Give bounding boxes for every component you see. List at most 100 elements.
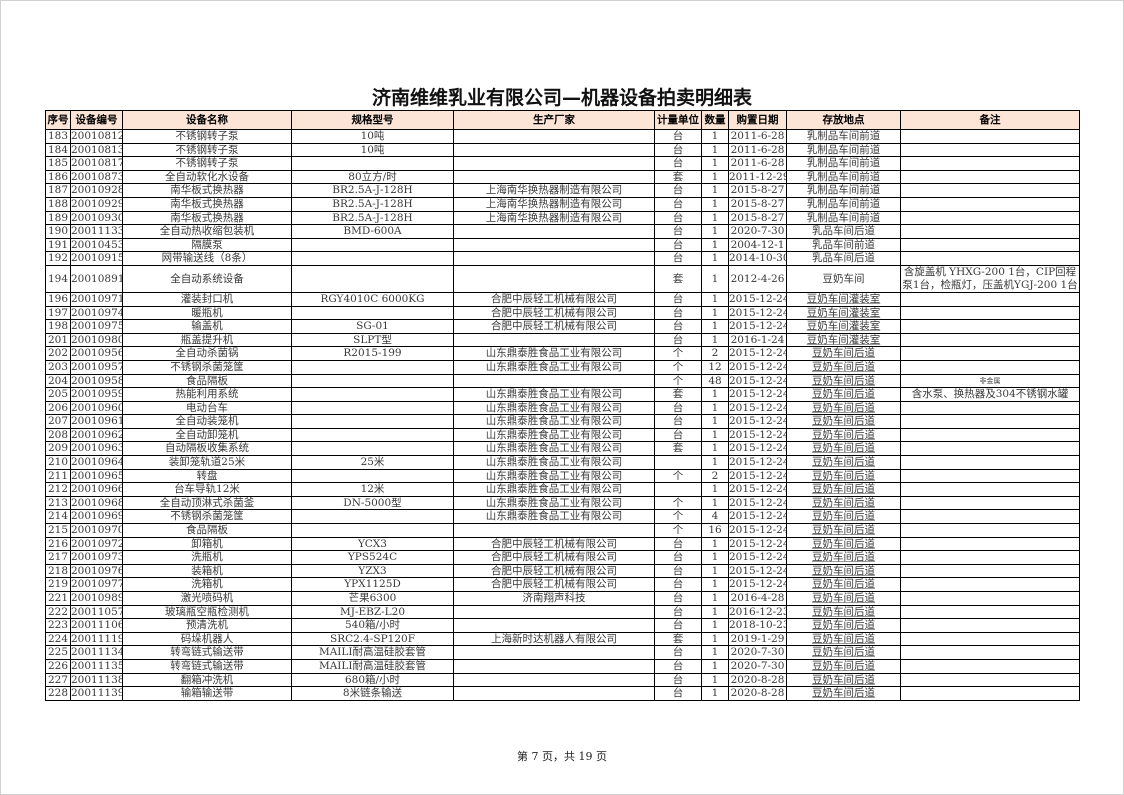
cell-unit: 套 (654, 169, 702, 185)
cell-note (900, 495, 1080, 511)
cell-code: 20010970 (70, 523, 123, 538)
cell-date: 2015-12-24 (728, 427, 787, 443)
cell-unit: 个 (654, 523, 702, 538)
cell-name: 隔膜泵 (122, 237, 292, 253)
cell-qty: 1 (701, 237, 729, 253)
cell-date: 2015-12-24 (728, 468, 787, 484)
cell-name: 食品隔板 (122, 373, 292, 389)
cell-name: 不锈钢杀菌笼筐 (122, 509, 292, 525)
cell-name: 码垛机器人 (122, 631, 292, 647)
cell-qty: 1 (701, 291, 729, 307)
cell-maker: 上海南华换热器制造有限公司 (453, 183, 655, 198)
cell-date: 2015-12-24 (728, 482, 787, 497)
cell-date: 2020-7-30 (728, 645, 787, 660)
cell-location: 豆奶车间后道 (786, 400, 901, 416)
cell-maker (453, 237, 655, 253)
table-row: 206 20010960 电动台车 山东鼎泰胜食品工业有限公司台 1 2015-12-24… (45, 400, 1080, 416)
cell-unit: 台 (654, 563, 702, 579)
cell-qty: 1 (701, 319, 729, 334)
cell-note (900, 604, 1080, 620)
table-row: 205 20010959 热能利用系统 山东鼎泰胜食品工业有限公司套 1 2015-12-… (45, 387, 1080, 402)
cell-date: 2012-4-26 (728, 264, 787, 293)
cell-spec: DN-5000型 (291, 495, 454, 511)
cell-date: 2015-12-24 (728, 523, 787, 538)
cell-location: 豆奶车间后道 (786, 359, 901, 375)
cell-date: 2015-12-24 (728, 455, 787, 470)
cell-name: 南华板式换热器 (122, 210, 292, 226)
table-row: 190 20011133 全自动热收缩包装机 BMD-600A 台 1 2020-7-30 乳… (45, 224, 1080, 239)
cell-qty: 1 (701, 196, 729, 212)
cell-code: 20010963 (70, 441, 123, 457)
cell-seq: 210 (45, 455, 71, 470)
cell-location: 豆奶车间后道 (786, 563, 901, 579)
cell-maker: 山东鼎泰胜食品工业有限公司 (453, 414, 655, 429)
cell-qty: 1 (701, 129, 729, 144)
header-spec: 规格型号 (291, 110, 454, 130)
cell-unit: 台 (654, 618, 702, 633)
cell-name: 自动隔板收集系统 (122, 441, 292, 457)
cell-location: 豆奶车间 (786, 264, 901, 293)
cell-location: 豆奶车间后道 (786, 604, 901, 620)
cell-spec: SG-01 (291, 319, 454, 334)
cell-date: 2016-1-24 (728, 332, 787, 348)
cell-qty: 1 (701, 563, 729, 579)
cell-spec: YPS524C (291, 550, 454, 565)
header-unit: 计量单位 (654, 110, 702, 130)
table-row: 183 20010812 不锈钢转子泵 10吨 台 1 2011-6-28 乳制品车间前道 (45, 129, 1080, 144)
cell-location: 豆奶车间后道 (786, 482, 901, 497)
cell-location: 豆奶车间灌装室 (786, 291, 901, 307)
table-row: 194 20010891 全自动系统设备 套 1 2012-4-26 豆奶车间 含旋盖机 YH… (45, 264, 1080, 293)
cell-location: 乳制品车间前道 (786, 156, 901, 171)
cell-location: 乳品车间后道 (786, 251, 901, 266)
cell-code: 20010980 (70, 332, 123, 348)
cell-code: 20010977 (70, 577, 123, 592)
cell-maker: 合肥中辰轻工机械有限公司 (453, 305, 655, 321)
cell-qty: 1 (701, 224, 729, 239)
cell-name: 灌装封口机 (122, 291, 292, 307)
cell-code: 20011133 (70, 224, 123, 239)
cell-location: 乳制品车间前道 (786, 169, 901, 185)
cell-unit: 台 (654, 604, 702, 620)
cell-seq: 197 (45, 305, 71, 321)
cell-unit (654, 455, 702, 470)
cell-name: 卸箱机 (122, 536, 292, 552)
cell-name: 不锈钢转子泵 (122, 142, 292, 158)
cell-seq: 228 (45, 686, 71, 701)
cell-note (900, 672, 1080, 688)
cell-code: 20011057 (70, 604, 123, 620)
cell-unit: 台 (654, 400, 702, 416)
cell-location: 豆奶车间后道 (786, 523, 901, 538)
cell-spec: YPX1125D (291, 577, 454, 592)
cell-code: 20011134 (70, 645, 123, 660)
cell-code: 20010968 (70, 495, 123, 511)
cell-name: 全自动软化水设备 (122, 169, 292, 185)
cell-location: 豆奶车间后道 (786, 577, 901, 592)
cell-code: 20010972 (70, 536, 123, 552)
cell-spec: YCX3 (291, 536, 454, 552)
cell-code: 20010873 (70, 169, 123, 185)
cell-location: 豆奶车间后道 (786, 645, 901, 660)
table-row: 218 20010976 装箱机 YZX3 合肥中辰轻工机械有限公司台 1 2015-12-… (45, 563, 1080, 579)
cell-location: 豆奶车间后道 (786, 414, 901, 429)
cell-location: 豆奶车间后道 (786, 591, 901, 606)
cell-qty: 1 (701, 387, 729, 402)
cell-unit: 个 (654, 346, 702, 361)
cell-date: 2015-12-24 (728, 509, 787, 525)
cell-qty: 1 (701, 455, 729, 470)
page-title: 济南维维乳业有限公司—机器设备拍卖明细表 (371, 87, 752, 109)
cell-seq: 187 (45, 183, 71, 198)
table-row: 215 20010970 食品隔板 个 16 2015-12-24 豆奶车间后道 (45, 523, 1080, 538)
cell-date: 2020-8-28 (728, 686, 787, 701)
cell-qty: 1 (701, 495, 729, 511)
cell-location: 乳制品车间前道 (786, 129, 901, 144)
cell-unit: 个 (654, 373, 702, 389)
table-row: 191 20010453 隔膜泵 台 1 2004-12-1 乳品车间前道 (45, 237, 1080, 253)
table-row: 198 20010975 输盖机 SG-01 合肥中辰轻工机械有限公司台 1 2015-12… (45, 319, 1080, 334)
cell-seq: 224 (45, 631, 71, 647)
cell-name: 热能利用系统 (122, 387, 292, 402)
cell-unit: 套 (654, 387, 702, 402)
cell-note (900, 563, 1080, 579)
table-row: 204 20010958 食品隔板 个 48 2015-12-24 豆奶车间后道 非金属 (45, 373, 1080, 389)
cell-unit: 台 (654, 414, 702, 429)
cell-maker (453, 604, 655, 620)
